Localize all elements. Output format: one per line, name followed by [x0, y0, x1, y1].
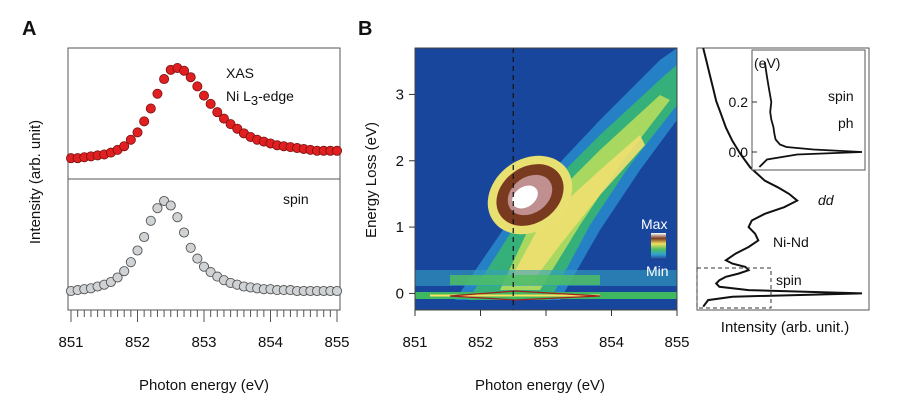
- spin-series: [65, 195, 343, 297]
- inset-ylabel: (eV): [754, 55, 780, 71]
- y-tick-label: 3: [396, 86, 404, 103]
- spin-point: [172, 212, 183, 223]
- x-tick-label: 852: [125, 334, 150, 351]
- xas-point: [119, 141, 130, 152]
- heatmap: [415, 48, 677, 310]
- xas-point: [192, 81, 203, 92]
- colorbar: [651, 233, 666, 260]
- xas-point: [212, 107, 223, 118]
- inset-spin-label: spin: [828, 88, 854, 104]
- x-tick-label: 854: [258, 334, 283, 351]
- inset-line: [758, 61, 863, 168]
- xas-point: [139, 116, 150, 127]
- spin-point: [112, 272, 123, 283]
- y-tick-label: 2: [396, 153, 404, 170]
- panel-a-xtick-labels: 851 852 853 854 855: [58, 334, 349, 351]
- inset-y-tick-label: 0.0: [729, 144, 749, 160]
- panel-b-xticks: 851 852 853 854 855: [402, 310, 690, 351]
- spectrum-line: [702, 48, 863, 308]
- xas-point: [152, 88, 163, 99]
- dd-white: [512, 185, 538, 209]
- ni-l3-edge-label: Ni L3-edge: [226, 88, 294, 108]
- spin-point: [119, 266, 130, 277]
- spin-label-b: spin: [776, 272, 802, 288]
- spin-point: [132, 245, 143, 256]
- spin-point: [185, 242, 196, 253]
- xas-point: [145, 103, 156, 114]
- y-tick-label: 1: [396, 219, 404, 236]
- x-tick-label: 853: [191, 334, 216, 351]
- panel-a-xlabel: Photon energy (eV): [139, 377, 269, 394]
- xas-label: XAS: [226, 65, 254, 81]
- xas-series: [66, 63, 342, 164]
- band-yellow: [510, 135, 645, 285]
- xas-point: [185, 72, 196, 83]
- colorbar-max: Max: [641, 216, 667, 232]
- elastic-diamond: [449, 290, 601, 301]
- panel-label-b: B: [358, 18, 372, 40]
- xas-point: [198, 90, 209, 101]
- xas-point: [132, 127, 143, 138]
- xas-point: [159, 74, 170, 85]
- panel-b-yticks: 0 1 2 3: [396, 86, 415, 302]
- dd-label: dd: [818, 192, 835, 208]
- spin-point: [152, 203, 163, 214]
- y-tick-label: 0: [396, 285, 404, 302]
- panel-a-ylabel: Intensity (arb. unit): [27, 120, 44, 244]
- colorbar-min: Min: [646, 263, 669, 279]
- spin-point: [192, 253, 203, 264]
- spin-point: [331, 285, 343, 297]
- panel-b-xlabel: Photon energy (eV): [475, 377, 605, 394]
- xas-point: [179, 65, 190, 76]
- spin-point: [198, 261, 210, 272]
- xas-point: [125, 134, 136, 145]
- x-tick-label: 854: [599, 334, 624, 351]
- spin-point: [178, 227, 190, 238]
- x-tick-label: 855: [324, 334, 349, 351]
- inset-y-tick-label: 0.2: [729, 94, 749, 110]
- panel-label-a: A: [22, 18, 36, 40]
- x-tick-label: 851: [58, 334, 83, 351]
- spin-point: [139, 231, 150, 243]
- spectrum-xlabel: Intensity (arb. unit.): [721, 319, 849, 336]
- ni-nd-label: Ni-Nd: [773, 234, 809, 250]
- xas-point: [205, 98, 216, 109]
- spectrum-frame: [696, 47, 870, 311]
- spin-zoom-box: [696, 267, 772, 309]
- spin-point: [165, 200, 176, 211]
- xas-point: [218, 113, 229, 124]
- panel-b-ylabel: Energy Loss (eV): [363, 122, 380, 238]
- spin-point: [125, 257, 136, 268]
- x-tick-label: 851: [402, 334, 427, 351]
- spin-label-a: spin: [283, 191, 309, 207]
- inset-ph-label: ph: [838, 115, 854, 131]
- xas-point: [331, 145, 342, 156]
- x-tick-label: 853: [533, 334, 558, 351]
- x-tick-label: 852: [468, 334, 493, 351]
- spin-band-core: [450, 275, 600, 285]
- x-tick-label: 855: [664, 334, 689, 351]
- panel-a-xticks: [70, 310, 338, 322]
- spin-point: [145, 215, 156, 226]
- inset-yticks: 0.0 0.2: [729, 94, 757, 160]
